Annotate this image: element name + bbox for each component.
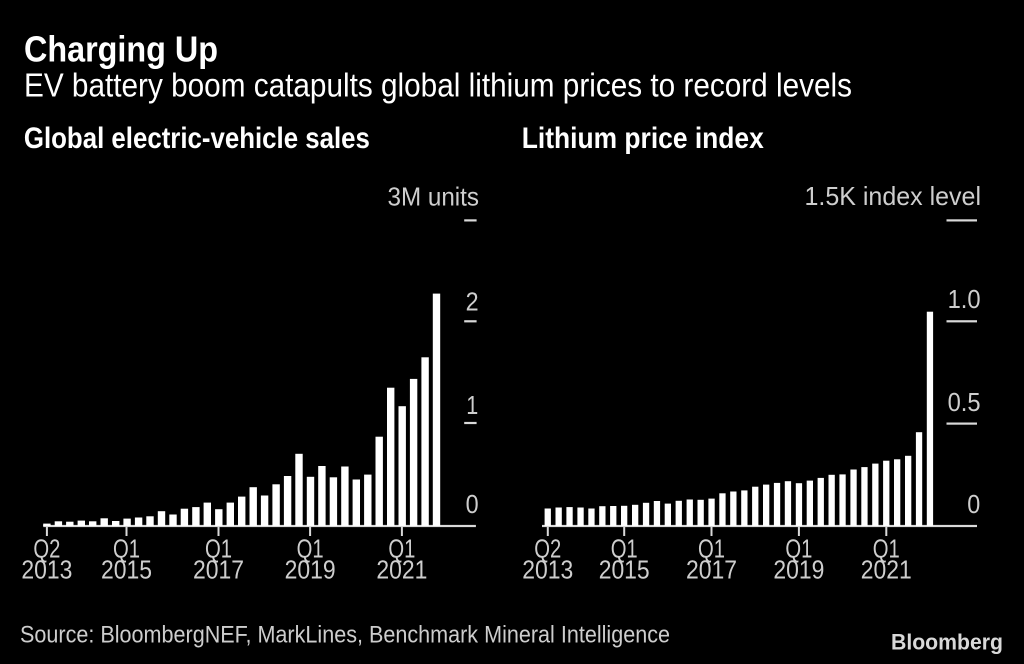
svg-text:Q1: Q1 bbox=[873, 534, 900, 564]
svg-text:2021: 2021 bbox=[861, 554, 912, 584]
svg-text:Q1: Q1 bbox=[297, 534, 324, 564]
svg-text:0.5: 0.5 bbox=[948, 387, 981, 417]
svg-text:Q1: Q1 bbox=[785, 534, 812, 564]
svg-text:2021: 2021 bbox=[376, 554, 427, 584]
svg-text:Q2: Q2 bbox=[33, 534, 60, 564]
svg-text:2013: 2013 bbox=[21, 554, 72, 584]
svg-text:Q1: Q1 bbox=[113, 534, 140, 564]
svg-text:Q1: Q1 bbox=[611, 534, 638, 564]
svg-text:2019: 2019 bbox=[285, 554, 336, 584]
svg-text:1.5K index level: 1.5K index level bbox=[805, 181, 982, 211]
svg-text:2017: 2017 bbox=[193, 554, 244, 584]
svg-text:Q1: Q1 bbox=[205, 534, 232, 564]
svg-text:Bloomberg: Bloomberg bbox=[891, 629, 1003, 654]
svg-text:2: 2 bbox=[466, 287, 479, 317]
svg-text:0: 0 bbox=[466, 489, 479, 519]
svg-text:1: 1 bbox=[466, 390, 478, 420]
svg-text:Charging Up: Charging Up bbox=[24, 28, 218, 69]
svg-text:1.0: 1.0 bbox=[948, 284, 981, 314]
svg-text:Q1: Q1 bbox=[698, 534, 725, 564]
svg-text:2019: 2019 bbox=[773, 554, 824, 584]
svg-text:Q2: Q2 bbox=[534, 534, 561, 564]
svg-text:3M units: 3M units bbox=[388, 181, 480, 211]
svg-text:2017: 2017 bbox=[686, 554, 737, 584]
svg-text:2015: 2015 bbox=[101, 554, 152, 584]
svg-text:2015: 2015 bbox=[599, 554, 650, 584]
svg-text:Lithium price index: Lithium price index bbox=[522, 122, 764, 155]
svg-text:Source: BloombergNEF, MarkLine: Source: BloombergNEF, MarkLines, Benchma… bbox=[20, 621, 670, 648]
svg-text:2013: 2013 bbox=[522, 554, 573, 584]
svg-text:0: 0 bbox=[967, 489, 980, 519]
svg-text:Global electric-vehicle sales: Global electric-vehicle sales bbox=[24, 122, 370, 155]
svg-text:Q1: Q1 bbox=[388, 534, 415, 564]
svg-text:EV battery boom catapults glob: EV battery boom catapults global lithium… bbox=[24, 67, 852, 104]
